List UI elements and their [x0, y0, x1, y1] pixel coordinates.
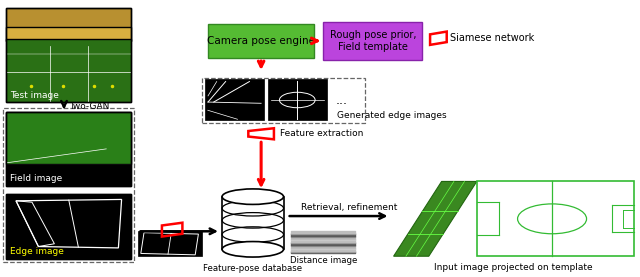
Text: Two-GAN: Two-GAN	[69, 102, 109, 111]
Bar	[6, 112, 131, 186]
Text: Edge image: Edge image	[10, 247, 63, 256]
Ellipse shape	[222, 189, 284, 204]
Bar	[268, 79, 327, 120]
Bar	[6, 112, 131, 186]
Bar	[390, 179, 637, 260]
Bar	[6, 39, 131, 102]
Text: Feature-pose database: Feature-pose database	[204, 264, 302, 273]
Bar	[323, 22, 422, 60]
Text: Siamese network: Siamese network	[450, 33, 534, 43]
Text: Field image: Field image	[10, 174, 62, 183]
Bar	[138, 231, 202, 256]
Bar	[6, 8, 131, 41]
Text: Input image projected on template: Input image projected on template	[435, 263, 593, 272]
Text: Camera pose engine: Camera pose engine	[207, 36, 315, 46]
Text: Generated edge images: Generated edge images	[337, 111, 446, 120]
Bar	[477, 181, 634, 256]
Bar	[3, 108, 134, 262]
Bar	[291, 231, 355, 253]
Bar	[222, 197, 284, 249]
Polygon shape	[394, 181, 477, 256]
Text: Distance image: Distance image	[289, 256, 357, 265]
Bar	[6, 27, 131, 41]
Text: Test image: Test image	[10, 91, 58, 100]
Bar	[6, 8, 131, 102]
Text: Retrieval, refinement: Retrieval, refinement	[301, 203, 397, 212]
Text: ...: ...	[335, 94, 348, 107]
Ellipse shape	[222, 242, 284, 257]
Bar	[6, 194, 131, 259]
Bar	[205, 79, 264, 120]
Bar	[6, 194, 131, 259]
Bar	[6, 112, 131, 163]
Bar	[208, 24, 314, 58]
Bar	[202, 78, 365, 123]
Text: Feature extraction: Feature extraction	[280, 129, 364, 138]
Text: Rough pose prior,
Field template: Rough pose prior, Field template	[330, 30, 416, 52]
